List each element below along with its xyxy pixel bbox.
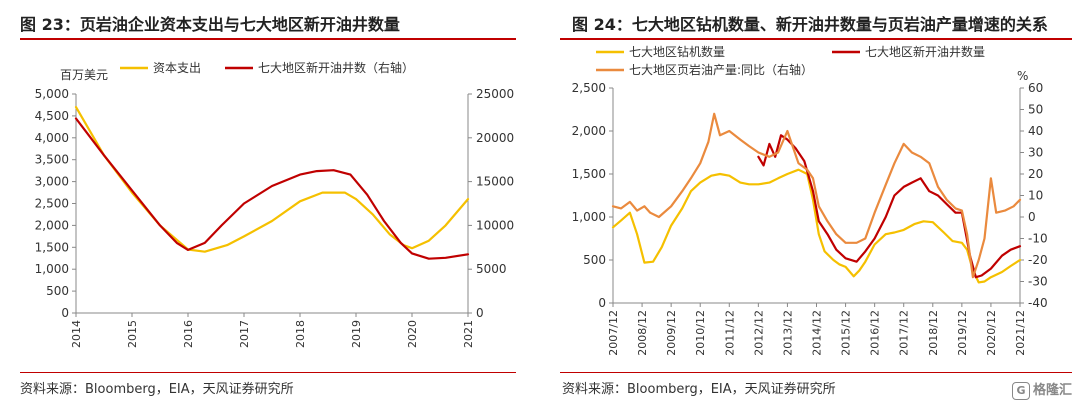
left-chart-y-tick-label: 5,000 [35,87,69,101]
right-legend-label-2: 七大地区新开油井数量 [865,44,985,59]
left-chart-x-tick-label: 2018 [294,320,307,348]
left-chart-y-tick-label: 2,000 [35,218,69,232]
right-legend-label-3: 七大地区页岩油产量:同比（右轴） [629,62,813,77]
left-chart-unit-label: 百万美元 [60,68,108,82]
right-chart: 0 500 1,000 1,500 2,000 2,500 -40 -30 -20 -10 0 10 2… [572,44,1048,356]
left-chart-x-tick-label: 2019 [350,320,363,348]
left-chart-y-tick-label: 4,500 [35,109,69,123]
right-chart-x-tick-label: 2016/12 [869,310,882,356]
left-chart-y-tick-label: 3,000 [35,175,69,189]
right-chart-y-tick-label: 2,500 [572,81,606,95]
left-chart-title: 图 23：页岩油企业资本支出与七大地区新开油井数量 [20,15,400,34]
right-chart-x-tick-label: 2014/12 [811,310,824,356]
right-chart-y-tick-label: 1,500 [572,167,606,181]
left-chart-y-tick-label: 4,000 [35,131,69,145]
left-chart-y2-tick-label: 10000 [476,218,514,232]
left-chart-x-tick-label: 2014 [70,320,83,348]
right-chart-y2-unit-label: % [1017,69,1028,83]
right-chart-series-line-2 [757,134,1022,279]
right-chart-y2-tick-label: -10 [1028,232,1048,246]
right-chart-x-tick-label: 2015/12 [840,310,853,356]
right-chart-x-tick-label: 2019/12 [956,310,969,356]
watermark-text: 格隆汇 [1032,383,1072,398]
right-chart-y2-tick-label: 10 [1028,189,1043,203]
right-source: 资料来源：Bloomberg，EIA，天风证券研究所 [562,382,836,397]
left-chart-x-tick-label: 2021 [462,320,475,348]
left-chart-y2-tick-label: 20000 [476,131,514,145]
watermark-logo-icon: G [1011,381,1030,400]
right-chart-x-tick-label: 2007/12 [607,310,620,356]
right-chart-y-tick-label: 500 [583,253,606,267]
left-chart-x-tick-label: 2017 [238,320,251,348]
right-panel: 图 24：七大地区钻机数量、新开油井数量与页岩油产量增速的关系 0 500 1,00… [552,0,1080,409]
left-chart-series-line-2 [74,117,470,260]
right-chart-x-tick-label: 2020/12 [985,310,998,356]
right-chart-x-tick-label: 2021/12 [1014,310,1027,356]
right-chart-title: 图 24：七大地区钻机数量、新开油井数量与页岩油产量增速的关系 [572,15,1048,34]
right-chart-y-tick-label: 0 [598,296,606,310]
right-chart-series-line-1 [611,168,1022,284]
left-panel: 图 23：页岩油企业资本支出与七大地区新开油井数量 0 500 1,000 1,500… [0,0,530,409]
right-bottom-rule [560,372,1072,373]
right-chart-x-tick-label: 2013/12 [781,310,794,356]
left-chart-x-tick-label: 2015 [126,320,139,348]
right-chart-y2-tick-label: 20 [1028,167,1043,181]
right-chart-y2-tick-label: -40 [1028,296,1048,310]
left-chart-y2-tick-label: 25000 [476,87,514,101]
right-chart-y2-tick-label: -30 [1028,275,1048,289]
left-title-rule [20,38,516,40]
left-chart-y-tick-label: 500 [46,284,69,298]
right-chart-y2-tick-label: 0 [1028,210,1036,224]
left-chart: 0 500 1,000 1,500 2,000 2,500 3,000 3,500 4,000 4… [35,60,515,348]
right-chart-y-tick-label: 1,000 [572,210,606,224]
left-source: 资料来源：Bloomberg，EIA，天风证券研究所 [20,382,294,397]
right-chart-x-tick-label: 2012/12 [752,310,765,356]
left-chart-y-tick-label: 0 [61,306,69,320]
left-legend-label-2: 七大地区新开油井数（右轴） [258,60,414,75]
left-chart-y-tick-label: 1,000 [35,262,69,276]
right-chart-x-tick-label: 2009/12 [665,310,678,356]
left-chart-y-tick-label: 3,500 [35,153,69,167]
right-chart-series-line-3 [611,112,1022,279]
right-legend-label-1: 七大地区钻机数量 [629,44,725,59]
left-chart-y-tick-label: 2,500 [35,197,69,211]
left-chart-y2-tick-label: 0 [476,306,484,320]
left-chart-x-tick-label: 2020 [406,320,419,348]
right-chart-x-tick-label: 2010/12 [694,310,707,356]
watermark: G 格隆汇 [1011,379,1072,400]
left-legend-label-1: 资本支出 [153,61,201,75]
left-chart-y-tick-label: 1,500 [35,240,69,254]
right-chart-x-tick-label: 2008/12 [636,310,649,356]
right-chart-y2-tick-label: 50 [1028,103,1043,117]
right-chart-x-tick-label: 2018/12 [927,310,940,356]
right-chart-x-tick-label: 2011/12 [723,310,736,356]
left-chart-y2-tick-label: 15000 [476,175,514,189]
right-chart-y2-tick-label: 40 [1028,124,1043,138]
left-chart-series-line-1 [74,105,470,253]
right-title-rule [560,38,1072,40]
right-chart-y2-tick-label: 30 [1028,146,1043,160]
right-chart-y-tick-label: 2,000 [572,124,606,138]
left-bottom-rule [20,372,516,373]
right-chart-y2-tick-label: 60 [1028,81,1043,95]
left-chart-y2-tick-label: 5000 [476,262,507,276]
right-chart-y2-tick-label: -20 [1028,253,1048,267]
right-chart-x-tick-label: 2017/12 [898,310,911,356]
left-chart-x-tick-label: 2016 [182,320,195,348]
